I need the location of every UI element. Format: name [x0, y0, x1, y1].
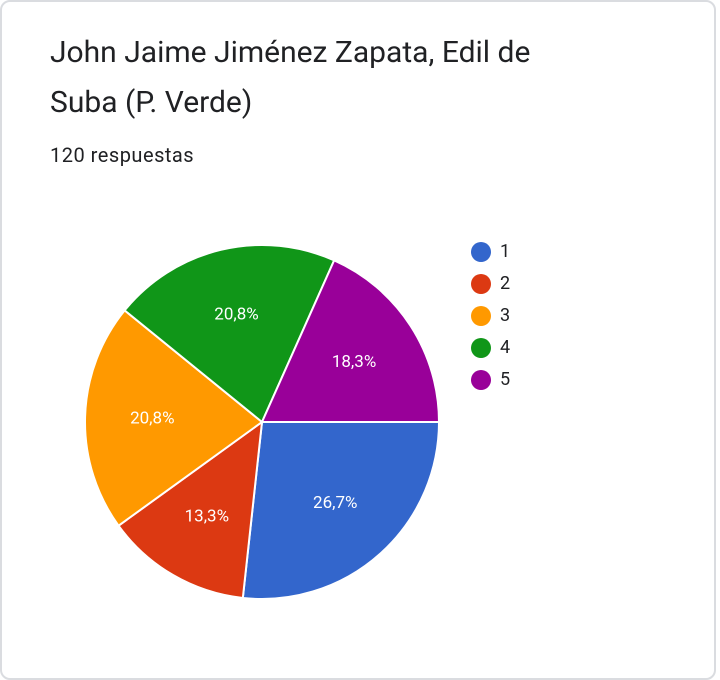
pie-slice	[117, 419, 264, 600]
slice-label: 26,7%	[313, 493, 357, 513]
pie-slice	[84, 308, 264, 528]
legend-swatch	[471, 274, 491, 294]
slice-label: 18,3%	[332, 352, 376, 372]
legend-swatch	[471, 338, 491, 358]
legend-label: 1	[500, 241, 510, 262]
slice-label: 20,8%	[130, 408, 174, 428]
pie-slice	[260, 259, 441, 423]
legend-label: 2	[500, 273, 510, 294]
legend-swatch	[471, 370, 491, 390]
pie-slice	[241, 421, 441, 600]
slice-label: 20,8%	[214, 305, 258, 325]
legend-swatch	[471, 306, 491, 326]
pie-slice	[123, 244, 336, 424]
chart-title: John Jaime Jiménez Zapata, Edil de Suba …	[50, 35, 531, 120]
legend-swatch	[471, 242, 491, 262]
legend-label: 4	[500, 337, 510, 358]
chart-subtitle: 120 respuestas	[50, 143, 195, 167]
slice-label: 13,3%	[185, 506, 229, 526]
legend-label: 5	[500, 369, 510, 390]
legend-label: 3	[500, 305, 510, 326]
